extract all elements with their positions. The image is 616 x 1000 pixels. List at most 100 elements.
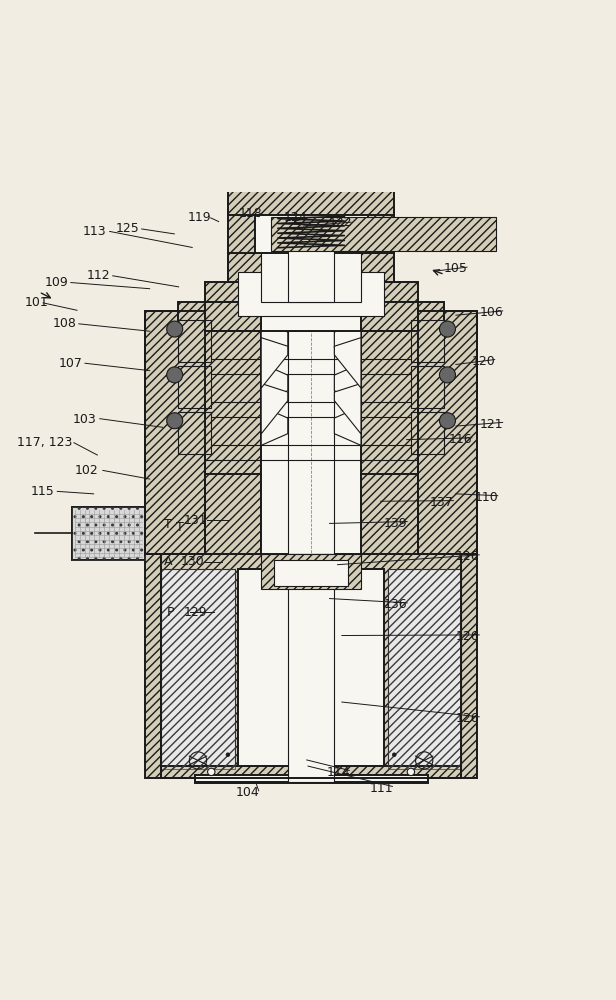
Bar (178, 302, 444, 331)
Text: 109: 109 (44, 276, 68, 289)
Text: 129: 129 (184, 606, 207, 619)
Bar (387, 569, 461, 769)
Text: 112: 112 (86, 269, 110, 282)
Polygon shape (334, 383, 361, 434)
Text: 105: 105 (444, 262, 468, 275)
Bar (178, 412, 211, 454)
Bar (228, 186, 394, 215)
Bar (228, 253, 394, 282)
Text: 116: 116 (448, 433, 472, 446)
Text: 107: 107 (59, 357, 83, 370)
Bar (264, 282, 358, 302)
Bar (275, 253, 347, 282)
Circle shape (167, 321, 183, 337)
Circle shape (167, 413, 183, 429)
Text: 131: 131 (184, 514, 207, 527)
Circle shape (167, 367, 183, 383)
Bar (71, 507, 145, 560)
Bar (238, 569, 384, 769)
Bar (461, 554, 477, 778)
Text: 111: 111 (370, 782, 393, 795)
Bar (145, 554, 161, 778)
Bar (288, 554, 334, 782)
Bar (145, 311, 205, 554)
Bar (418, 311, 477, 554)
Text: 126: 126 (456, 630, 479, 643)
Bar (161, 569, 235, 769)
Polygon shape (261, 320, 288, 359)
Text: 118: 118 (239, 207, 263, 220)
Circle shape (392, 753, 396, 757)
Bar (261, 302, 361, 331)
Text: 124: 124 (283, 211, 307, 224)
Bar (411, 412, 444, 454)
Bar (205, 325, 261, 554)
Bar (275, 560, 347, 586)
Text: 103: 103 (73, 413, 97, 426)
Bar (411, 366, 444, 408)
Text: 121: 121 (479, 418, 503, 431)
Circle shape (439, 321, 455, 337)
Circle shape (208, 768, 215, 776)
Text: T: T (164, 518, 172, 531)
Circle shape (226, 753, 230, 757)
Polygon shape (261, 406, 288, 445)
Bar (71, 507, 145, 560)
Text: A: A (164, 555, 172, 568)
Bar (411, 320, 444, 362)
Text: 104: 104 (236, 786, 260, 799)
Bar (195, 775, 428, 782)
Text: 137: 137 (430, 496, 454, 509)
Text: 130: 130 (181, 555, 205, 568)
Bar (261, 325, 361, 554)
Text: 102: 102 (75, 464, 99, 477)
Text: 115: 115 (31, 485, 55, 498)
Text: 119: 119 (188, 211, 211, 224)
Polygon shape (334, 406, 361, 445)
Text: P: P (166, 606, 174, 619)
Bar (361, 325, 418, 554)
Text: 110: 110 (474, 491, 498, 504)
Bar (228, 210, 394, 253)
Text: 125: 125 (116, 222, 140, 235)
Bar (161, 766, 461, 778)
Text: 126: 126 (456, 550, 479, 563)
Bar (288, 222, 334, 302)
Text: 114: 114 (326, 766, 350, 779)
Text: 136: 136 (384, 598, 407, 611)
Text: 139: 139 (384, 517, 407, 530)
Circle shape (407, 768, 415, 776)
Bar (261, 222, 361, 302)
Text: 120: 120 (471, 355, 495, 368)
Text: 113: 113 (83, 225, 107, 238)
Bar (161, 554, 461, 778)
Text: 101: 101 (25, 296, 49, 309)
Text: T: T (176, 521, 184, 534)
Polygon shape (334, 320, 361, 359)
Bar (205, 282, 418, 302)
Bar (145, 210, 477, 783)
Text: 126: 126 (456, 712, 479, 725)
Bar (387, 569, 461, 769)
Circle shape (439, 367, 455, 383)
Polygon shape (261, 363, 288, 402)
Bar (261, 554, 361, 589)
Polygon shape (334, 363, 361, 402)
Bar (178, 320, 211, 362)
Text: 122: 122 (328, 216, 352, 229)
Bar (161, 569, 235, 769)
Polygon shape (261, 383, 288, 434)
Polygon shape (334, 338, 361, 388)
Text: 106: 106 (479, 306, 503, 319)
Bar (288, 325, 334, 554)
Bar (178, 366, 211, 408)
Circle shape (439, 413, 455, 429)
Text: 108: 108 (52, 317, 76, 330)
Bar (254, 210, 368, 253)
Bar (271, 217, 496, 251)
Bar (238, 272, 384, 316)
Bar (282, 222, 341, 253)
Bar (245, 222, 378, 253)
Polygon shape (261, 338, 288, 388)
Text: 117, 123: 117, 123 (17, 436, 73, 449)
